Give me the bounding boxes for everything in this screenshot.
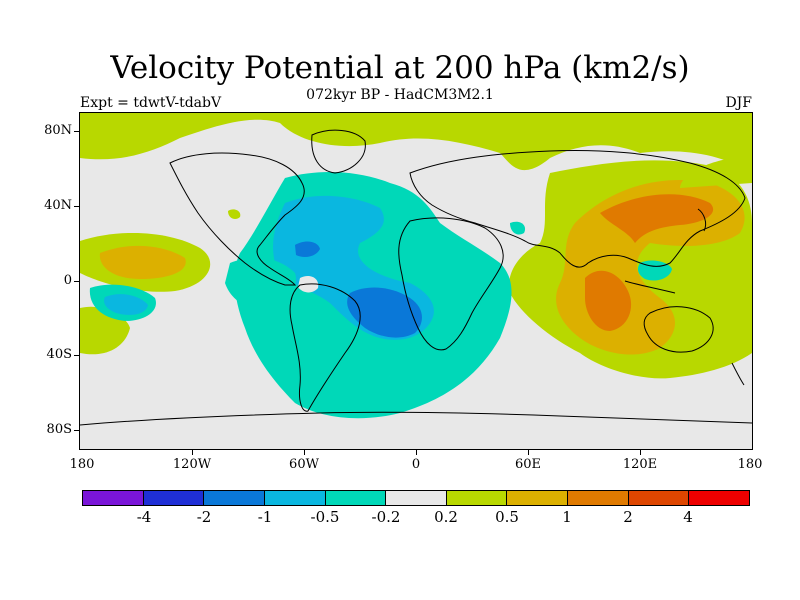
colorbar-label: -1 <box>257 508 273 526</box>
chart-title: Velocity Potential at 200 hPa (km2/s) <box>110 50 690 86</box>
coast-australia <box>643 306 714 353</box>
coast-new-zealand <box>731 362 745 386</box>
colorbar-label: 0.5 <box>495 508 519 526</box>
coast-japan <box>697 208 707 232</box>
colorbar-swatch <box>264 491 326 505</box>
lat-label-eq: 0 <box>63 273 72 288</box>
positive-anomaly-europe-patch <box>228 209 241 219</box>
colorbar-label: -4 <box>136 508 152 526</box>
colorbar-swatch <box>689 491 750 505</box>
lon-tick <box>528 449 529 455</box>
colorbar-swatch <box>386 491 447 505</box>
lon-tick <box>304 449 305 455</box>
coast-eurasia <box>409 150 746 268</box>
positive-anomaly-maritime-strong <box>585 270 632 331</box>
positive-anomaly-western-north-pacific <box>680 157 752 188</box>
lat-tick <box>74 355 80 356</box>
velocity-potential-map <box>80 113 752 449</box>
colorbar-swatch <box>628 491 690 505</box>
colorbar-label: 4 <box>683 508 693 526</box>
lon-label-60e: 60E <box>514 457 542 472</box>
coast-indonesia <box>624 280 676 294</box>
negative-anomaly-south-america <box>225 257 296 309</box>
lon-label-120w: 120W <box>172 457 212 472</box>
positive-anomaly-pacific-mid <box>99 245 186 279</box>
colorbar-label: 2 <box>623 508 633 526</box>
negative-anomaly-south-atlantic-strong <box>347 287 422 338</box>
negative-anomaly-gulf-of-mexico <box>295 241 320 257</box>
lon-tick <box>192 449 193 455</box>
coastlines <box>80 129 752 426</box>
colorbar-swatch <box>204 491 265 505</box>
lat-label-80s: 80S <box>46 422 72 437</box>
coast-africa <box>398 217 504 351</box>
coast-south-america <box>289 283 361 412</box>
lat-tick <box>74 281 80 282</box>
lon-tick <box>640 449 641 455</box>
positive-anomaly-asia-strong <box>600 194 714 243</box>
lat-label-40s: 40S <box>46 347 72 362</box>
positive-anomaly-arctic <box>80 113 752 173</box>
lon-label-120e: 120E <box>622 457 658 472</box>
colorbar <box>82 490 750 506</box>
coast-greenland <box>311 129 366 174</box>
lat-tick <box>74 206 80 207</box>
lon-tick <box>416 449 417 455</box>
experiment-label: Expt = tdwtV-tdabV <box>80 95 222 111</box>
lat-label-80n: 80N <box>44 123 72 138</box>
colorbar-swatch <box>446 491 508 505</box>
negative-anomaly-indian-patch <box>510 221 526 235</box>
lon-label-180e: 180 <box>737 457 763 472</box>
lon-label-60w: 60W <box>289 457 319 472</box>
colorbar-label: -0.5 <box>310 508 340 526</box>
lat-tick <box>74 430 80 431</box>
chart-subtitle: 072kyr BP - HadCM3M2.1 <box>306 87 494 103</box>
lon-label-180w: 180 <box>69 457 95 472</box>
colorbar-swatch <box>83 491 144 505</box>
colorbar-swatch <box>507 491 569 505</box>
colorbar-label: -0.2 <box>371 508 401 526</box>
lon-label-0: 0 <box>411 457 421 472</box>
colorbar-label: 1 <box>562 508 572 526</box>
colorbar-swatch <box>568 491 629 505</box>
map-panel <box>79 112 753 450</box>
negative-anomaly-central-pacific-mid <box>104 294 148 315</box>
positive-anomaly-southeast-pacific <box>710 297 752 344</box>
lat-label-40n: 40N <box>44 198 72 213</box>
coast-north-america <box>169 152 305 286</box>
colorbar-swatch <box>143 491 205 505</box>
season-label: DJF <box>725 95 752 111</box>
colorbar-label: -2 <box>196 508 212 526</box>
lat-tick <box>74 131 80 132</box>
colorbar-label: 0.2 <box>434 508 458 526</box>
coast-antarctica <box>80 411 752 426</box>
colorbar-swatch <box>325 491 387 505</box>
